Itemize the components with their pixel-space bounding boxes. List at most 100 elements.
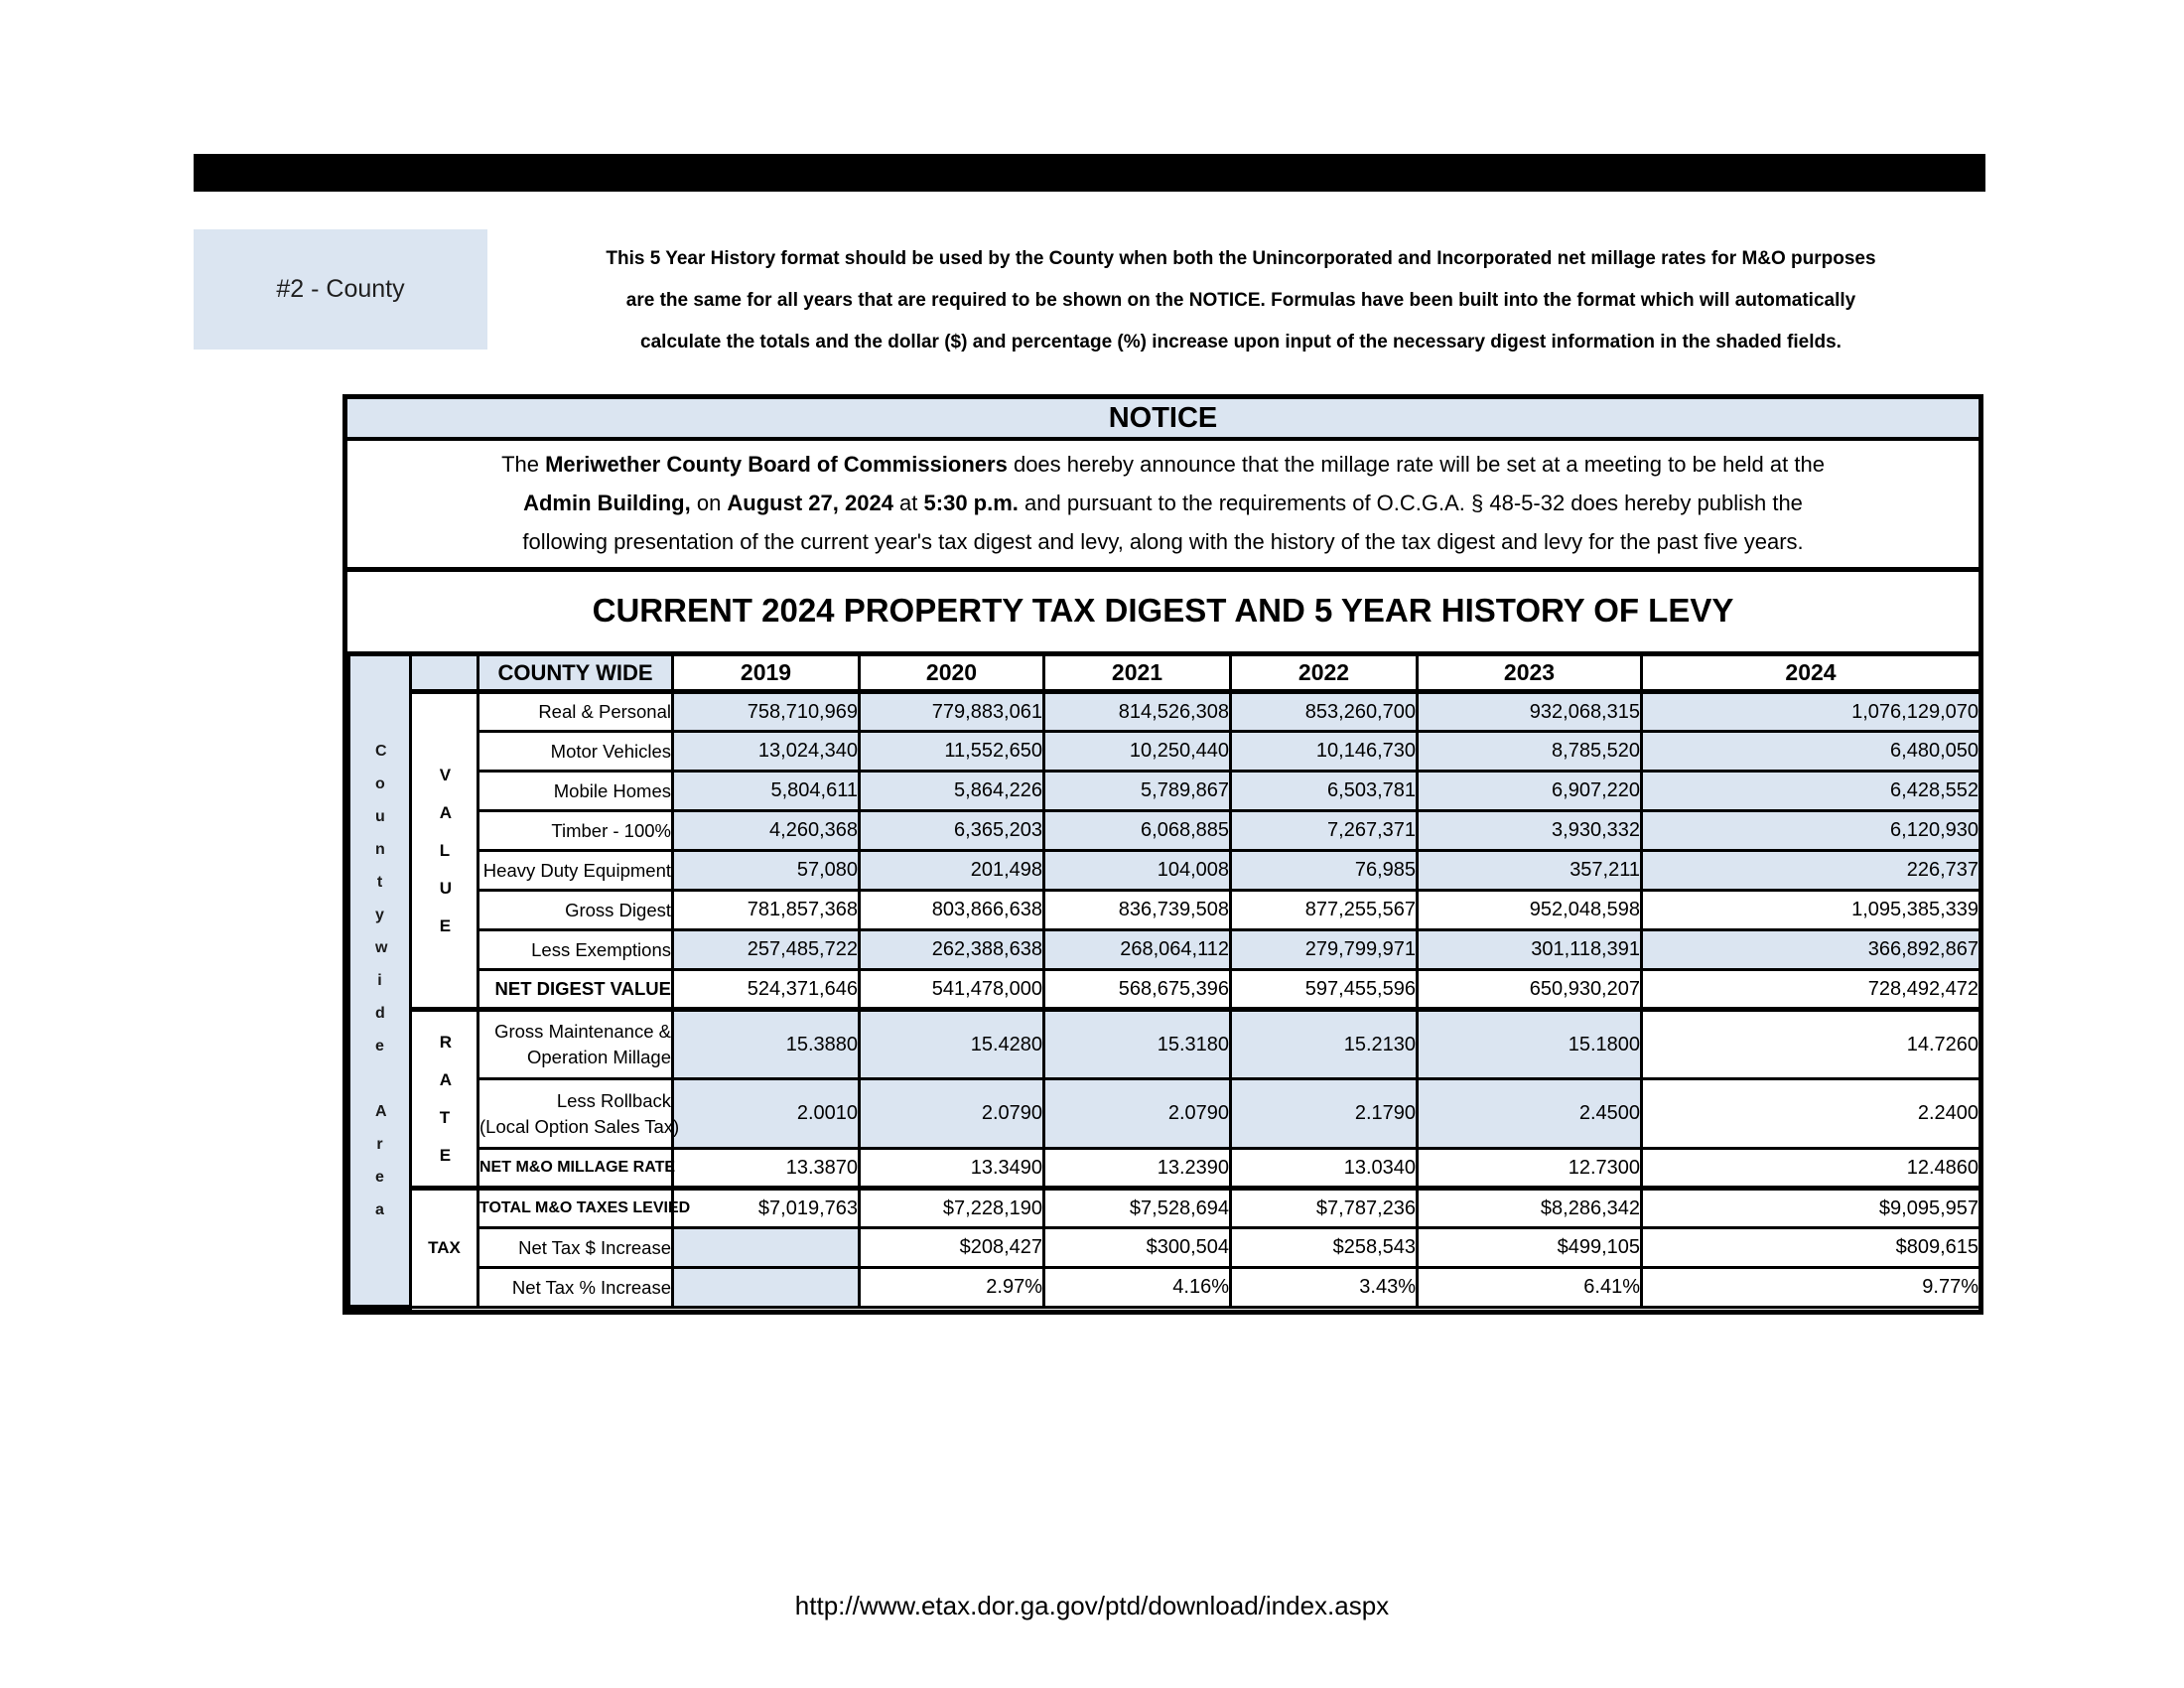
row-label: Motor Vehicles bbox=[477, 730, 674, 773]
section-label-value: VALUE bbox=[409, 690, 479, 1011]
table-row: Less Rollback (Local Option Sales Tax) 2.0… bbox=[349, 1077, 1981, 1150]
digest-cell: $809,615 bbox=[1640, 1226, 1981, 1269]
table-row: NET M&O MILLAGE RATE 13.3870 13.3490 13.239… bbox=[349, 1147, 1981, 1190]
digest-cell: 814,526,308 bbox=[1042, 690, 1232, 733]
digest-cell: 7,267,371 bbox=[1229, 809, 1419, 852]
digest-cell: 803,866,638 bbox=[858, 889, 1045, 931]
digest-cell: 524,371,646 bbox=[671, 968, 861, 1011]
digest-cell: 2.1790 bbox=[1229, 1077, 1419, 1150]
digest-cell bbox=[671, 1266, 861, 1309]
digest-cell: 6,428,552 bbox=[1640, 770, 1981, 812]
digest-cell: $300,504 bbox=[1042, 1226, 1232, 1269]
digest-cell: 8,785,520 bbox=[1416, 730, 1643, 773]
intro-line-3: calculate the totals and the dollar ($) … bbox=[640, 332, 1842, 352]
digest-cell: 541,478,000 bbox=[858, 968, 1045, 1011]
notice-line-2: Admin Building, on August 27, 2024 at 5:… bbox=[523, 491, 1803, 515]
table-row: Mobile Homes 5,804,611 5,864,226 5,789,867 6… bbox=[349, 770, 1981, 812]
digest-cell: 279,799,971 bbox=[1229, 928, 1419, 971]
table-row: Motor Vehicles 13,024,340 11,552,650 10,250… bbox=[349, 730, 1981, 773]
digest-cell: 10,146,730 bbox=[1229, 730, 1419, 773]
digest-cell: 836,739,508 bbox=[1042, 889, 1232, 931]
digest-cell: 13.3490 bbox=[858, 1147, 1045, 1190]
digest-cell: 15.4280 bbox=[858, 1007, 1045, 1080]
area-strip-label: Countywide Area bbox=[375, 743, 388, 1218]
table-row: RATE Gross Maintenance & Operation Millage… bbox=[349, 1007, 1981, 1190]
digest-cell: 1,076,129,070 bbox=[1640, 690, 1981, 733]
year-header: 2022 bbox=[1229, 652, 1419, 694]
notice-title: NOTICE bbox=[347, 399, 1979, 441]
digest-cell: 15.3880 bbox=[671, 1007, 861, 1080]
row-label: Real & Personal bbox=[477, 690, 674, 733]
year-header: 2024 bbox=[1640, 652, 1981, 694]
row-label: NET M&O MILLAGE RATE bbox=[477, 1147, 675, 1190]
digest-page-title: CURRENT 2024 PROPERTY TAX DIGEST AND 5 Y… bbox=[347, 567, 1979, 651]
digest-cell: 13,024,340 bbox=[671, 730, 861, 773]
digest-cell: 2.2400 bbox=[1640, 1077, 1981, 1150]
row-label: Net Tax % Increase bbox=[477, 1266, 674, 1309]
notice-body: The Meriwether County Board of Commissio… bbox=[347, 441, 1979, 567]
digest-cell: 366,892,867 bbox=[1640, 928, 1981, 971]
digest-cell: 268,064,112 bbox=[1042, 928, 1232, 971]
digest-cell: 4.16% bbox=[1042, 1266, 1232, 1309]
digest-cell: 597,455,596 bbox=[1229, 968, 1419, 1011]
county-tag-box: #2 - County bbox=[194, 229, 487, 350]
digest-cell: 3,930,332 bbox=[1416, 809, 1643, 852]
digest-cell: $7,228,190 bbox=[858, 1186, 1045, 1229]
digest-cell: 10,250,440 bbox=[1042, 730, 1232, 773]
section-label-tax: TAX bbox=[409, 1186, 479, 1309]
digest-cell: 301,118,391 bbox=[1416, 928, 1643, 971]
row-label: Less Rollback (Local Option Sales Tax) bbox=[477, 1077, 679, 1150]
table-row: NET DIGEST VALUE 524,371,646 541,478,000 56… bbox=[349, 968, 1981, 1011]
table-header-row: Countywide Area COUNTY WIDE 2019 2020 20… bbox=[347, 652, 1981, 1310]
digest-cell: 13.0340 bbox=[1229, 1147, 1419, 1190]
intro-line-2: are the same for all years that are requ… bbox=[625, 290, 1856, 311]
table-row: VALUE Real & Personal 758,710,969 779,883,0… bbox=[349, 690, 1981, 1011]
digest-cell: 728,492,472 bbox=[1640, 968, 1981, 1011]
digest-cell: 201,498 bbox=[858, 849, 1045, 892]
digest-cell: 6,503,781 bbox=[1229, 770, 1419, 812]
digest-cell: 781,857,368 bbox=[671, 889, 861, 931]
row-label: Less Exemptions bbox=[477, 928, 674, 971]
digest-cell: 104,008 bbox=[1042, 849, 1232, 892]
digest-cell: 2.0790 bbox=[858, 1077, 1045, 1150]
digest-cell: 3.43% bbox=[1229, 1266, 1419, 1309]
digest-cell: 877,255,567 bbox=[1229, 889, 1419, 931]
digest-cell: 12.7300 bbox=[1416, 1147, 1643, 1190]
top-black-bar bbox=[194, 154, 1985, 192]
corner-spacer bbox=[409, 652, 479, 694]
year-header: 2021 bbox=[1042, 652, 1232, 694]
digest-cell: 4,260,368 bbox=[671, 809, 861, 852]
row-label: TOTAL M&O TAXES LEVIED bbox=[477, 1186, 690, 1229]
notice-line-3: following presentation of the current ye… bbox=[522, 529, 1804, 554]
digest-cell: 15.3180 bbox=[1042, 1007, 1232, 1080]
notice-and-digest-box: NOTICE The Meriwether County Board of Co… bbox=[342, 394, 1983, 1315]
digest-cell: 650,930,207 bbox=[1416, 968, 1643, 1011]
digest-cell: $7,528,694 bbox=[1042, 1186, 1232, 1229]
digest-cell: 6.41% bbox=[1416, 1266, 1643, 1309]
footer-url: http://www.etax.dor.ga.gov/ptd/download/… bbox=[794, 1591, 1390, 1620]
year-header: 2019 bbox=[671, 652, 861, 694]
intro-line-1: This 5 Year History format should be use… bbox=[606, 248, 1876, 269]
area-strip: Countywide Area bbox=[347, 652, 412, 1310]
digest-cell: 15.1800 bbox=[1416, 1007, 1643, 1080]
digest-cell: $9,095,957 bbox=[1640, 1186, 1981, 1229]
year-header: 2020 bbox=[858, 652, 1045, 694]
digest-cell: 257,485,722 bbox=[671, 928, 861, 971]
row-label: Timber - 100% bbox=[477, 809, 674, 852]
table-row: Timber - 100% 4,260,368 6,365,203 6,068,885… bbox=[349, 809, 1981, 852]
digest-cell: 9.77% bbox=[1640, 1266, 1981, 1309]
digest-cell: $258,543 bbox=[1229, 1226, 1419, 1269]
digest-cell: 2.0790 bbox=[1042, 1077, 1232, 1150]
digest-cell: 15.2130 bbox=[1229, 1007, 1419, 1080]
digest-cell: 6,120,930 bbox=[1640, 809, 1981, 852]
digest-cell: 57,080 bbox=[671, 849, 861, 892]
digest-cell: 2.97% bbox=[858, 1266, 1045, 1309]
digest-cell: 2.4500 bbox=[1416, 1077, 1643, 1150]
row-label: Gross Maintenance & Operation Millage bbox=[477, 1007, 674, 1080]
digest-cell: 1,095,385,339 bbox=[1640, 889, 1981, 931]
digest-cell: $499,105 bbox=[1416, 1226, 1643, 1269]
digest-cell: 357,211 bbox=[1416, 849, 1643, 892]
row-label: Mobile Homes bbox=[477, 770, 674, 812]
digest-cell: $7,787,236 bbox=[1229, 1186, 1419, 1229]
digest-cell: 6,068,885 bbox=[1042, 809, 1232, 852]
